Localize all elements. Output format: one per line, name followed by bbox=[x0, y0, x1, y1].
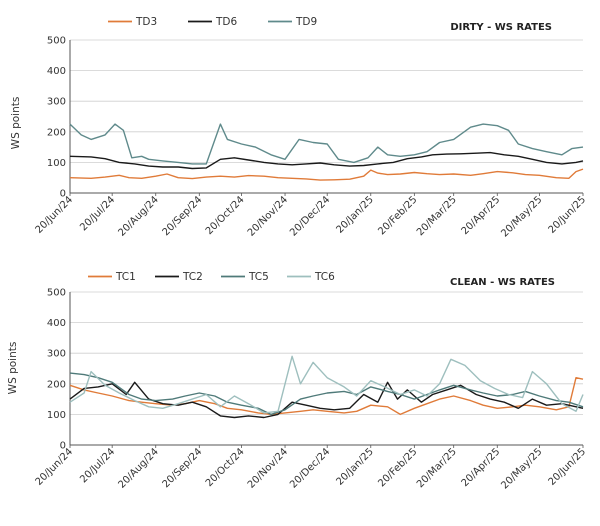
dirty-series-lines bbox=[69, 123, 584, 181]
legend-label-tc1: TC1 bbox=[115, 271, 136, 283]
clean-gridlines bbox=[69, 291, 583, 446]
x-tick-label: 20/May/25 bbox=[499, 194, 544, 239]
x-tick-label: 20/Jul/24 bbox=[78, 446, 117, 485]
legend-label-td6: TD6 bbox=[215, 16, 237, 28]
series-line-tc5 bbox=[69, 372, 584, 416]
y-tick-label: 0 bbox=[60, 189, 66, 200]
legend-label-td9: TD9 bbox=[295, 16, 317, 28]
x-tick-label: 20/Jun/24 bbox=[34, 194, 76, 236]
legend-label-td3: TD3 bbox=[135, 16, 157, 28]
x-tick-label: 20/Nov/24 bbox=[246, 446, 290, 490]
dirty-ws-rates-chart: DIRTY - WS RATES WS points TD3 TD6 TD9 0 10… bbox=[10, 16, 588, 240]
legend-label-tc5: TC5 bbox=[248, 271, 269, 283]
dirty-y-ticks: 0 100 200 300 400 500 bbox=[47, 36, 66, 200]
x-tick-label: 20/Jun/25 bbox=[547, 446, 589, 488]
dirty-y-axis-label: WS points bbox=[10, 97, 22, 150]
x-tick-label: 20/Oct/24 bbox=[204, 446, 247, 489]
legend-label-tc6: TC6 bbox=[314, 271, 335, 283]
series-line-td3 bbox=[69, 168, 584, 181]
y-tick-label: 200 bbox=[47, 127, 66, 138]
y-tick-label: 300 bbox=[47, 349, 66, 360]
y-tick-label: 200 bbox=[47, 379, 66, 390]
x-tick-label: 20/Jun/24 bbox=[34, 446, 76, 488]
legend-label-tc2: TC2 bbox=[182, 271, 203, 283]
x-tick-label: 20/Apr/25 bbox=[460, 446, 503, 489]
y-tick-label: 100 bbox=[47, 158, 66, 169]
dirty-x-ticks: 20/Jun/24 20/Jul/24 20/Aug/24 20/Sep/24 20/O… bbox=[34, 193, 589, 240]
y-tick-label: 300 bbox=[47, 97, 66, 108]
clean-ws-rates-chart: CLEAN - WS RATES WS points TC1 TC2 TC5 TC6 … bbox=[7, 271, 588, 492]
x-tick-label: 20/Dec/24 bbox=[288, 194, 332, 238]
x-tick-label: 20/May/25 bbox=[499, 446, 544, 491]
dirty-legend: TD3 TD6 TD9 bbox=[108, 16, 317, 28]
x-tick-label: 20/Feb/25 bbox=[376, 446, 419, 489]
y-tick-label: 0 bbox=[60, 441, 66, 452]
x-tick-label: 20/Apr/25 bbox=[460, 194, 503, 237]
y-tick-label: 500 bbox=[47, 288, 66, 299]
y-tick-label: 400 bbox=[47, 318, 66, 329]
x-tick-label: 20/Aug/24 bbox=[117, 446, 161, 490]
series-line-td6 bbox=[69, 151, 584, 170]
clean-chart-title: CLEAN - WS RATES bbox=[450, 277, 555, 288]
x-tick-label: 20/Jul/24 bbox=[78, 194, 117, 233]
x-tick-label: 20/Nov/24 bbox=[246, 194, 290, 238]
series-line-td9 bbox=[69, 123, 584, 165]
series-line-tc6 bbox=[69, 355, 584, 414]
dirty-chart-title: DIRTY - WS RATES bbox=[450, 22, 552, 33]
x-tick-label: 20/Feb/25 bbox=[376, 194, 419, 237]
x-tick-label: 20/Jan/25 bbox=[334, 194, 375, 235]
y-tick-label: 400 bbox=[47, 66, 66, 77]
x-tick-label: 20/Sep/24 bbox=[161, 194, 205, 238]
clean-y-ticks: 0 100 200 300 400 500 bbox=[47, 288, 66, 452]
x-tick-label: 20/Dec/24 bbox=[288, 446, 332, 490]
series-line-tc1 bbox=[69, 377, 584, 416]
clean-y-axis-label: WS points bbox=[7, 342, 19, 395]
dirty-gridlines bbox=[69, 39, 583, 194]
clean-legend: TC1 TC2 TC5 TC6 bbox=[88, 271, 335, 283]
y-tick-label: 500 bbox=[47, 36, 66, 47]
clean-x-ticks: 20/Jun/24 20/Jul/24 20/Aug/24 20/Sep/24 20/O… bbox=[34, 445, 589, 492]
x-tick-label: 20/Mar/25 bbox=[415, 194, 459, 238]
x-tick-label: 20/Sep/24 bbox=[161, 446, 205, 490]
clean-series-lines bbox=[69, 355, 584, 419]
x-tick-label: 20/Jun/25 bbox=[547, 194, 589, 236]
x-tick-label: 20/Mar/25 bbox=[415, 446, 459, 490]
y-tick-label: 100 bbox=[47, 410, 66, 421]
x-tick-label: 20/Oct/24 bbox=[204, 194, 247, 237]
x-tick-label: 20/Aug/24 bbox=[117, 194, 161, 238]
x-tick-label: 20/Jan/25 bbox=[334, 446, 375, 487]
